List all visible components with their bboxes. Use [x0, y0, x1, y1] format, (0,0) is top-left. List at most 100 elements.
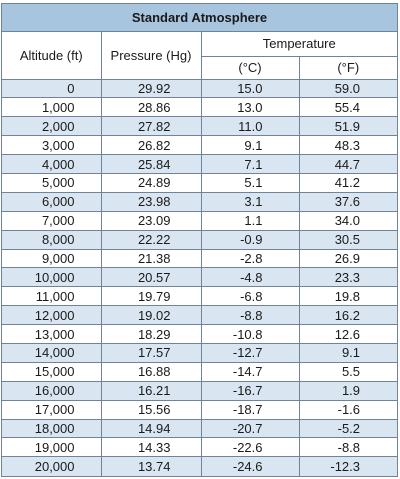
temp-fahrenheit-cell: 41.2 [299, 173, 397, 193]
altitude-cell: 16,000 [2, 381, 102, 401]
temp-celsius-cell: -8.8 [201, 305, 300, 326]
pressure-cell: 19.02 [101, 305, 202, 326]
table-row: 0 29.92 15.0 59.0 [2, 79, 397, 99]
temp-celsius-cell: -10.8 [201, 324, 300, 344]
table-row: 7,000 23.09 1.1 34.0 [2, 211, 397, 231]
table-row: 13,000 18.29 -10.8 12.6 [2, 324, 397, 344]
altitude-cell: 18,000 [2, 419, 102, 439]
pressure-cell: 28.86 [101, 97, 202, 118]
table-row: 17,000 15.56 -18.7 -1.6 [2, 400, 397, 420]
pressure-cell: 14.33 [101, 437, 202, 458]
pressure-cell: 21.38 [101, 249, 202, 269]
altitude-cell: 13,000 [2, 324, 102, 344]
temp-celsius-cell: -0.9 [201, 230, 300, 250]
temp-fahrenheit-cell: 26.9 [299, 249, 397, 269]
temp-celsius-cell: -18.7 [201, 400, 300, 420]
temp-celsius-cell: 1.1 [201, 211, 300, 231]
temp-fahrenheit-cell: 5.5 [299, 362, 397, 382]
pressure-cell: 23.98 [101, 192, 202, 212]
pressure-cell: 23.09 [101, 211, 202, 231]
pressure-cell: 22.22 [101, 230, 202, 250]
table-row: 6,000 23.98 3.1 37.6 [2, 192, 397, 212]
temp-celsius-cell: -14.7 [201, 362, 300, 382]
table-row: 3,000 26.82 9.1 48.3 [2, 135, 397, 156]
temperature-header: Temperature [201, 31, 397, 57]
table-row: 18,000 14.94 -20.7 -5.2 [2, 419, 397, 439]
standard-atmosphere-table-frame: Standard Atmosphere Altitude (ft) Pressu… [1, 3, 398, 477]
pressure-cell: 13.74 [101, 456, 202, 476]
temp-celsius-cell: 15.0 [201, 79, 300, 99]
temp-celsius-cell: 3.1 [201, 192, 300, 212]
altitude-cell: 14,000 [2, 343, 102, 363]
table-row: 2,000 27.82 11.0 51.9 [2, 116, 397, 137]
pressure-cell: 16.21 [101, 381, 202, 401]
temp-celsius-cell: 5.1 [201, 173, 300, 193]
altitude-cell: 20,000 [2, 456, 102, 476]
table-row: 5,000 24.89 5.1 41.2 [2, 173, 397, 193]
temp-celsius-cell: -6.8 [201, 286, 300, 307]
temp-fahrenheit-cell: 30.5 [299, 230, 397, 250]
pressure-header: Pressure (Hg) [101, 31, 202, 80]
temp-celsius-cell: -12.7 [201, 343, 300, 363]
table-row: 19,000 14.33 -22.6 -8.8 [2, 437, 397, 458]
temp-fahrenheit-cell: 37.6 [299, 192, 397, 212]
altitude-cell: 0 [2, 79, 102, 99]
temp-celsius-cell: -4.8 [201, 267, 300, 288]
temp-fahrenheit-cell: 23.3 [299, 267, 397, 288]
altitude-cell: 11,000 [2, 286, 102, 307]
table-row: 1,000 28.86 13.0 55.4 [2, 97, 397, 118]
table-row: 4,000 25.84 7.1 44.7 [2, 154, 397, 174]
temp-celsius-cell: 13.0 [201, 97, 300, 118]
temp-celsius-cell: -16.7 [201, 381, 300, 401]
pressure-cell: 16.88 [101, 362, 202, 382]
temp-celsius-cell: -22.6 [201, 437, 300, 458]
temp-celsius-cell: 7.1 [201, 154, 300, 174]
pressure-cell: 19.79 [101, 286, 202, 307]
temp-fahrenheit-cell: -1.6 [299, 400, 397, 420]
temp-fahrenheit-cell: 59.0 [299, 79, 397, 99]
pressure-cell: 15.56 [101, 400, 202, 420]
table-row: 14,000 17.57 -12.7 9.1 [2, 343, 397, 363]
pressure-cell: 26.82 [101, 135, 202, 156]
temp-fahrenheit-cell: 9.1 [299, 343, 397, 363]
temp-celsius-cell: -20.7 [201, 419, 300, 439]
temp-fahrenheit-cell: 48.3 [299, 135, 397, 156]
fahrenheit-header: (°F) [299, 56, 397, 80]
table-title: Standard Atmosphere [2, 4, 397, 32]
table-row: 10,000 20.57 -4.8 23.3 [2, 267, 397, 288]
altitude-cell: 5,000 [2, 173, 102, 193]
table-body: 0 29.92 15.0 59.0 1,000 28.86 13.0 55.4 2,000 27.… [2, 79, 397, 476]
table-row: 9,000 21.38 -2.8 26.9 [2, 249, 397, 269]
standard-atmosphere-table: Standard Atmosphere Altitude (ft) Pressu… [2, 4, 397, 476]
altitude-cell: 12,000 [2, 305, 102, 326]
altitude-cell: 9,000 [2, 249, 102, 269]
temp-fahrenheit-cell: 1.9 [299, 381, 397, 401]
temp-fahrenheit-cell: 51.9 [299, 116, 397, 137]
temp-fahrenheit-cell: 34.0 [299, 211, 397, 231]
altitude-cell: 3,000 [2, 135, 102, 156]
temp-fahrenheit-cell: 16.2 [299, 305, 397, 326]
pressure-cell: 14.94 [101, 419, 202, 439]
pressure-cell: 18.29 [101, 324, 202, 344]
table-row: 8,000 22.22 -0.9 30.5 [2, 230, 397, 250]
table-row: 11,000 19.79 -6.8 19.8 [2, 286, 397, 307]
temp-celsius-cell: -24.6 [201, 456, 300, 476]
celsius-header: (°C) [201, 56, 300, 80]
temp-fahrenheit-cell: -8.8 [299, 437, 397, 458]
temp-fahrenheit-cell: 12.6 [299, 324, 397, 344]
temp-celsius-cell: 11.0 [201, 116, 300, 137]
pressure-cell: 29.92 [101, 79, 202, 99]
temp-fahrenheit-cell: 55.4 [299, 97, 397, 118]
pressure-cell: 17.57 [101, 343, 202, 363]
altitude-cell: 6,000 [2, 192, 102, 212]
pressure-cell: 25.84 [101, 154, 202, 174]
temp-fahrenheit-cell: -12.3 [299, 456, 397, 476]
altitude-cell: 17,000 [2, 400, 102, 420]
table-row: 15,000 16.88 -14.7 5.5 [2, 362, 397, 382]
table-row: 12,000 19.02 -8.8 16.2 [2, 305, 397, 326]
temp-fahrenheit-cell: 19.8 [299, 286, 397, 307]
temp-celsius-cell: -2.8 [201, 249, 300, 269]
table-row: 20,000 13.74 -24.6 -12.3 [2, 456, 397, 476]
altitude-cell: 1,000 [2, 97, 102, 118]
temp-fahrenheit-cell: -5.2 [299, 419, 397, 439]
